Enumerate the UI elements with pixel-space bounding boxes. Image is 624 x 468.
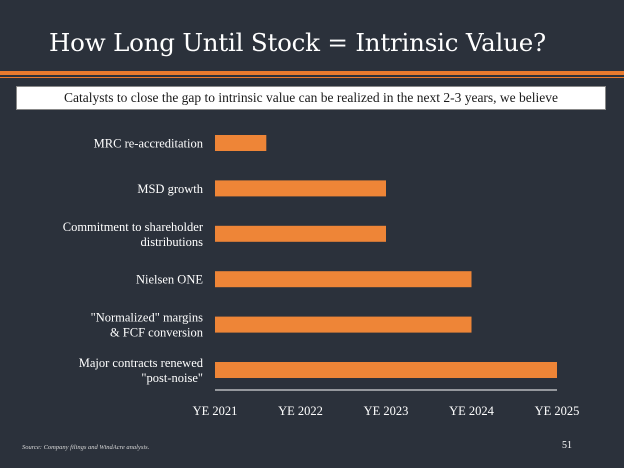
- x-tick-label-1: YE 2021: [193, 404, 238, 418]
- bar-3: [215, 225, 386, 242]
- category-label-6-line-2: "post-noise": [141, 371, 203, 385]
- source-note: Source: Company filings and WindAcre ana…: [22, 444, 150, 451]
- category-label-5-line-1: "Normalized" margins: [91, 311, 204, 325]
- bar-6: [215, 362, 557, 378]
- bar-2: [215, 180, 386, 197]
- subtitle-box: Catalysts to close the gap to intrinsic …: [16, 86, 606, 110]
- page-number: 51: [562, 440, 572, 451]
- category-label-2: MSD growth: [137, 182, 203, 196]
- bar-1: [215, 135, 267, 151]
- category-labels: MRC re-accreditation MSD growth Commitment…: [63, 137, 204, 386]
- slide-title: How Long Until Stock = Intrinsic Value?: [49, 28, 546, 57]
- category-label-1: MRC re-accreditation: [94, 137, 204, 151]
- x-tick-label-2: YE 2022: [278, 404, 323, 418]
- bar-5: [215, 316, 472, 333]
- title-rule-thick: [0, 71, 624, 75]
- subtitle-text: Catalysts to close the gap to intrinsic …: [63, 90, 559, 105]
- category-label-3-line-1: Commitment to shareholder: [63, 220, 204, 234]
- title-rule-thin: [0, 77, 624, 78]
- bar-4: [215, 271, 472, 288]
- category-label-3-line-2: distributions: [140, 235, 203, 249]
- category-label-5-line-2: & FCF conversion: [110, 326, 204, 340]
- x-tick-labels: YE 2021 YE 2022 YE 2023 YE 2024 YE 2025: [193, 404, 580, 418]
- x-tick-label-3: YE 2023: [364, 404, 409, 418]
- x-tick-label-5: YE 2025: [535, 404, 580, 418]
- bar-series: [215, 135, 557, 378]
- category-label-4: Nielsen ONE: [136, 273, 203, 287]
- x-tick-label-4: YE 2024: [449, 404, 495, 418]
- category-label-6-line-1: Major contracts renewed: [79, 356, 204, 370]
